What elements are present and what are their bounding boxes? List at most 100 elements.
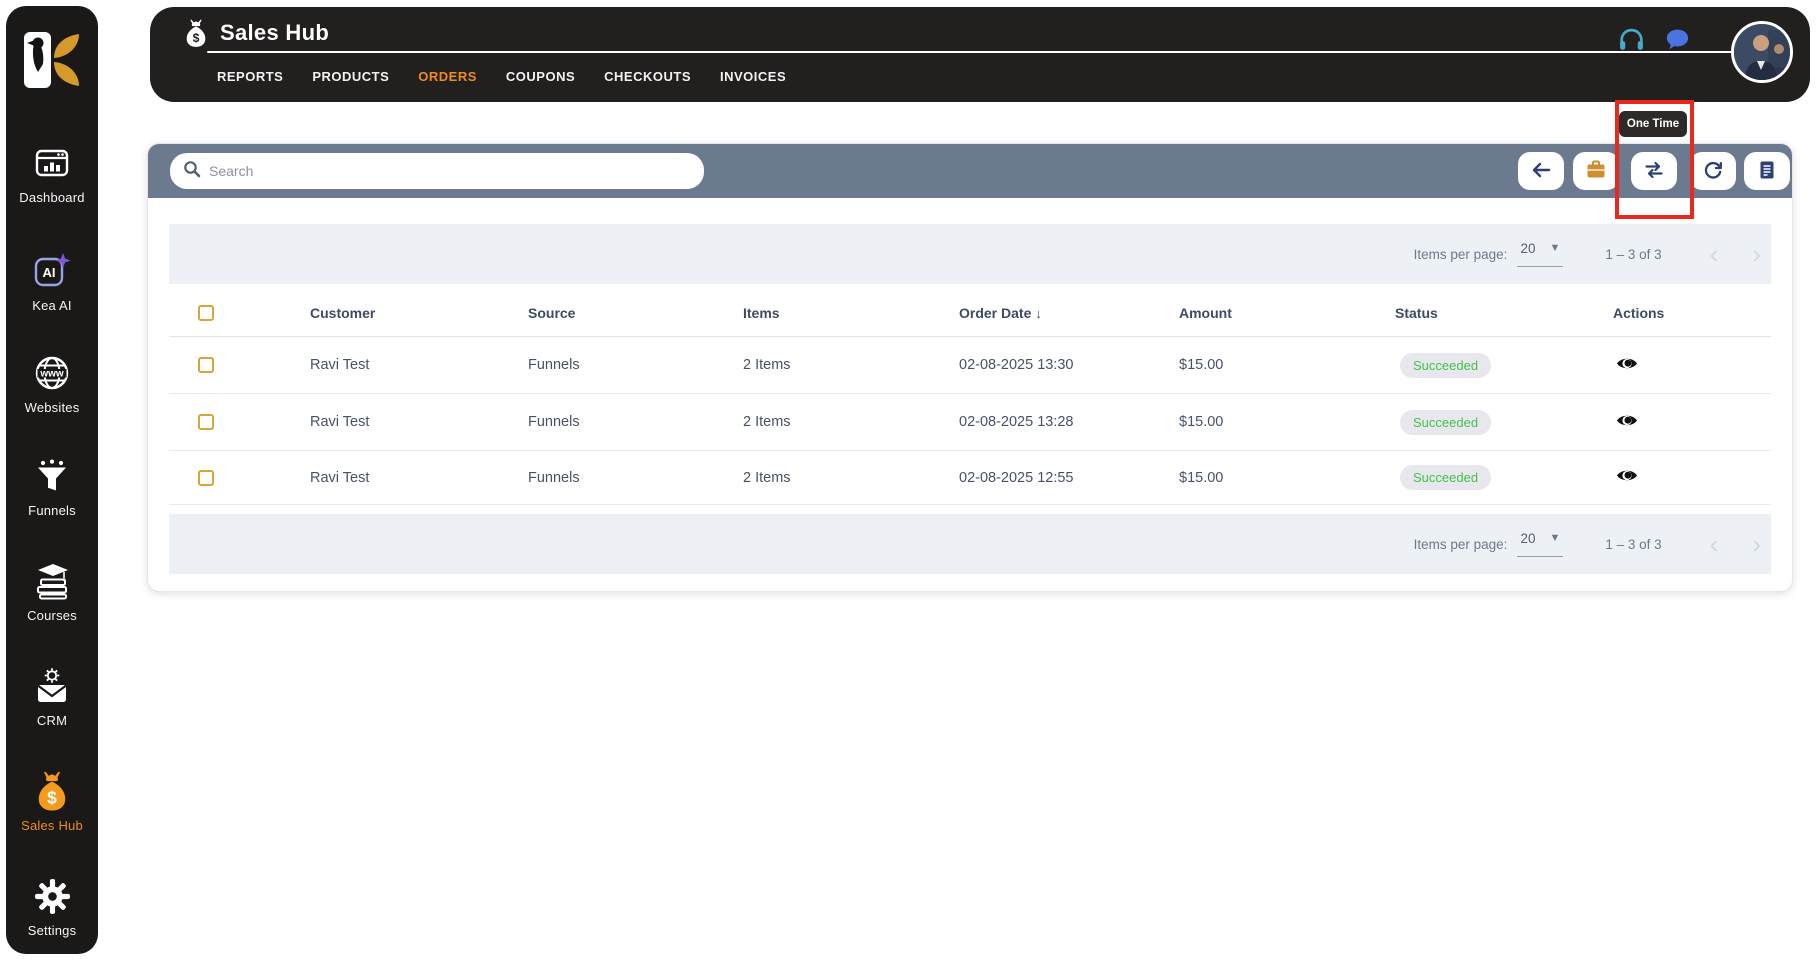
cell-amount: $15.00	[1179, 357, 1224, 373]
envelope-gear-icon	[33, 666, 71, 706]
sidebar-item-label: Kea AI	[32, 298, 72, 313]
cell-source: Funnels	[528, 357, 580, 373]
money-bag-icon: $	[182, 18, 210, 54]
view-order-button[interactable]	[1616, 413, 1638, 431]
sidebar-item-dashboard[interactable]: Dashboard	[6, 143, 98, 205]
headphones-icon[interactable]	[1618, 27, 1645, 57]
search-input[interactable]	[209, 163, 704, 179]
logo-leaves-icon	[54, 34, 79, 86]
pagination-top: Items per page: 20 ▼ 1 – 3 of 3 ‹ ›	[169, 224, 1771, 284]
pagination-prev-button[interactable]: ‹	[1706, 241, 1723, 267]
sidebar-item-label: Sales Hub	[21, 818, 83, 833]
items-per-page-label: Items per page:	[1413, 246, 1508, 262]
sidebar-item-funnels[interactable]: Funnels	[6, 456, 98, 518]
status-badge: Succeeded	[1400, 465, 1492, 490]
select-all-checkbox[interactable]	[198, 304, 214, 321]
table-row: Ravi Test Funnels 2 Items 02-08-2025 13:…	[169, 337, 1771, 394]
gear-icon	[34, 876, 71, 916]
cell-customer: Ravi Test	[310, 414, 370, 430]
pagination-prev-button[interactable]: ‹	[1706, 531, 1723, 557]
tab-checkouts[interactable]: CHECKOUTS	[604, 69, 691, 84]
eye-icon	[1616, 356, 1638, 374]
sidebar-item-courses[interactable]: Courses	[6, 561, 98, 623]
chat-bubble-icon[interactable]	[1665, 27, 1690, 57]
column-header-order-date[interactable]: Order Date ↓	[959, 304, 1042, 321]
pagination-next-button[interactable]: ›	[1748, 241, 1765, 267]
nav-tabs: REPORTS PRODUCTS ORDERS COUPONS CHECKOUT…	[217, 65, 786, 88]
table-row: Ravi Test Funnels 2 Items 02-08-2025 13:…	[169, 394, 1771, 451]
view-order-button[interactable]	[1616, 468, 1638, 486]
sidebar-item-kea-ai[interactable]: AI Kea AI	[6, 251, 98, 313]
sidebar-item-label: Dashboard	[19, 190, 85, 205]
items-per-page-select[interactable]: 20 ▼	[1517, 531, 1564, 557]
sidebar-item-label: Websites	[24, 400, 80, 415]
package-icon	[1586, 160, 1606, 182]
cell-items: 2 Items	[743, 469, 791, 486]
back-button[interactable]	[1518, 152, 1564, 190]
sidebar-item-label: Funnels	[28, 503, 76, 518]
sidebar-item-label: Courses	[27, 608, 77, 623]
svg-text:AI: AI	[43, 265, 56, 280]
sidebar: Dashboard AI Kea AI www Websites Funnels…	[6, 6, 98, 954]
cell-customer: Ravi Test	[310, 357, 370, 373]
column-header-source[interactable]: Source	[528, 304, 576, 321]
row-checkbox[interactable]	[198, 357, 214, 373]
kea-ai-icon: AI	[32, 251, 72, 291]
back-arrow-icon	[1531, 161, 1551, 182]
avatar[interactable]	[1731, 21, 1793, 83]
row-checkbox[interactable]	[198, 469, 214, 486]
receipt-icon	[1759, 160, 1775, 183]
graduation-books-icon	[32, 561, 72, 601]
search-box	[170, 153, 704, 189]
row-checkbox[interactable]	[198, 414, 214, 430]
funnel-icon	[34, 456, 70, 496]
sidebar-item-crm[interactable]: CRM	[6, 666, 98, 728]
toolbar	[148, 144, 1792, 198]
header-divider	[207, 51, 1733, 53]
cell-order-date: 02-08-2025 13:28	[959, 414, 1074, 430]
cell-order-date: 02-08-2025 13:30	[959, 357, 1074, 373]
app-logo[interactable]	[6, 32, 98, 88]
logo-bird-icon	[24, 32, 51, 88]
cell-amount: $15.00	[1179, 469, 1224, 486]
items-per-page-select[interactable]: 20 ▼	[1517, 241, 1564, 267]
order-type-toggle-button[interactable]	[1631, 152, 1677, 190]
table-header: Customer Source Items Order Date ↓ Amount…	[169, 289, 1771, 337]
tab-reports[interactable]: REPORTS	[217, 69, 284, 84]
items-per-page-label: Items per page:	[1413, 536, 1508, 552]
one-time-tooltip: One Time	[1619, 111, 1687, 137]
eye-icon	[1616, 413, 1638, 431]
column-header-actions: Actions	[1613, 304, 1665, 321]
pagination-next-button[interactable]: ›	[1748, 531, 1765, 557]
pagination-bottom: Items per page: 20 ▼ 1 – 3 of 3 ‹ ›	[169, 514, 1771, 574]
status-badge: Succeeded	[1400, 352, 1492, 378]
swap-arrows-icon	[1643, 160, 1665, 183]
refresh-button[interactable]	[1690, 152, 1736, 190]
caret-down-icon: ▼	[1549, 532, 1561, 545]
caret-down-icon: ▼	[1549, 242, 1561, 255]
svg-text:$: $	[47, 787, 57, 807]
sidebar-item-websites[interactable]: www Websites	[6, 353, 98, 415]
tab-orders[interactable]: ORDERS	[418, 69, 477, 84]
pagination-range: 1 – 3 of 3	[1605, 246, 1662, 262]
sidebar-item-label: Settings	[27, 923, 77, 938]
tab-coupons[interactable]: COUPONS	[505, 69, 576, 84]
items-per-page-value: 20	[1520, 531, 1536, 547]
tab-products[interactable]: PRODUCTS	[312, 69, 390, 84]
column-header-status[interactable]: Status	[1395, 304, 1438, 321]
svg-text:www: www	[39, 369, 64, 380]
sidebar-item-settings[interactable]: Settings	[6, 876, 98, 938]
tab-invoices[interactable]: INVOICES	[720, 69, 787, 84]
globe-www-icon: www	[33, 353, 71, 393]
search-icon	[183, 160, 201, 183]
products-filter-button[interactable]	[1573, 152, 1619, 190]
column-header-amount[interactable]: Amount	[1179, 304, 1232, 321]
invoices-button[interactable]	[1744, 152, 1790, 190]
view-order-button[interactable]	[1616, 356, 1638, 374]
column-header-items[interactable]: Items	[743, 304, 780, 321]
column-header-customer[interactable]: Customer	[310, 304, 376, 321]
sidebar-item-sales-hub[interactable]: $ Sales Hub	[6, 771, 98, 833]
cell-order-date: 02-08-2025 12:55	[959, 469, 1074, 486]
eye-icon	[1616, 468, 1638, 486]
cell-source: Funnels	[528, 414, 580, 430]
